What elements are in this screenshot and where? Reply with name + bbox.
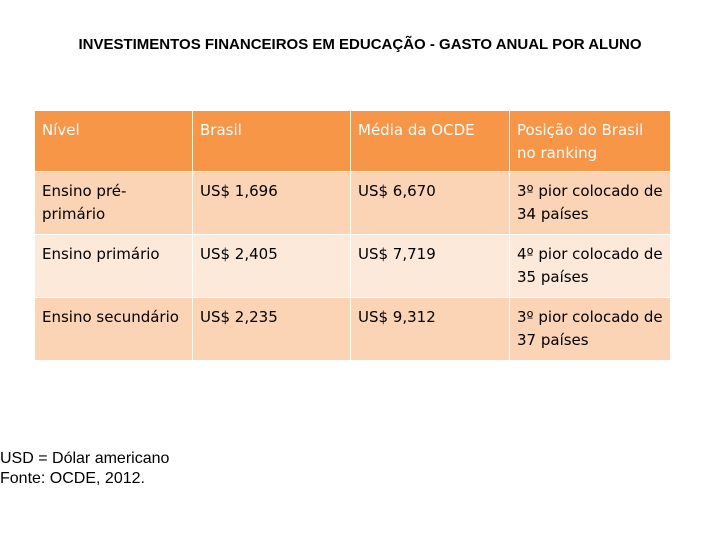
cell-level: Ensino secundário [34,297,193,361]
cell-level: Ensino pré-primário [34,171,193,235]
header-brazil-ranking: Posição do Brasil no ranking [509,110,671,172]
cell-ranking: 3º pior colocado de 34 países [509,171,671,235]
table-header-row: Nível Brasil Média da OCDE Posição do Br… [34,110,671,172]
header-brazil: Brasil [192,110,351,172]
cell-oecd-average: US$ 7,719 [350,234,510,298]
source-note: Fonte: OCDE, 2012. [0,470,145,487]
page-title: INVESTIMENTOS FINANCEIROS EM EDUCAÇÃO - … [78,36,642,53]
table-row: Ensino pré-primário US$ 1,696 US$ 6,670 … [34,171,671,235]
currency-note: USD = Dólar americano [0,450,170,467]
footnotes: USD = Dólar americano Fonte: OCDE, 2012. [0,449,169,489]
cell-oecd-average: US$ 6,670 [350,171,510,235]
cell-ranking: 3º pior colocado de 37 países [509,297,671,361]
cell-oecd-average: US$ 9,312 [350,297,510,361]
cell-brazil: US$ 1,696 [192,171,351,235]
table-row: Ensino primário US$ 2,405 US$ 7,719 4º p… [34,234,671,298]
cell-brazil: US$ 2,405 [192,234,351,298]
table-row: Ensino secundário US$ 2,235 US$ 9,312 3º… [34,297,671,361]
header-level: Nível [34,110,193,172]
cell-ranking: 4º pior colocado de 35 países [509,234,671,298]
cell-level: Ensino primário [34,234,193,298]
spending-table: Nível Brasil Média da OCDE Posição do Br… [34,110,671,361]
header-oecd-average: Média da OCDE [350,110,510,172]
cell-brazil: US$ 2,235 [192,297,351,361]
